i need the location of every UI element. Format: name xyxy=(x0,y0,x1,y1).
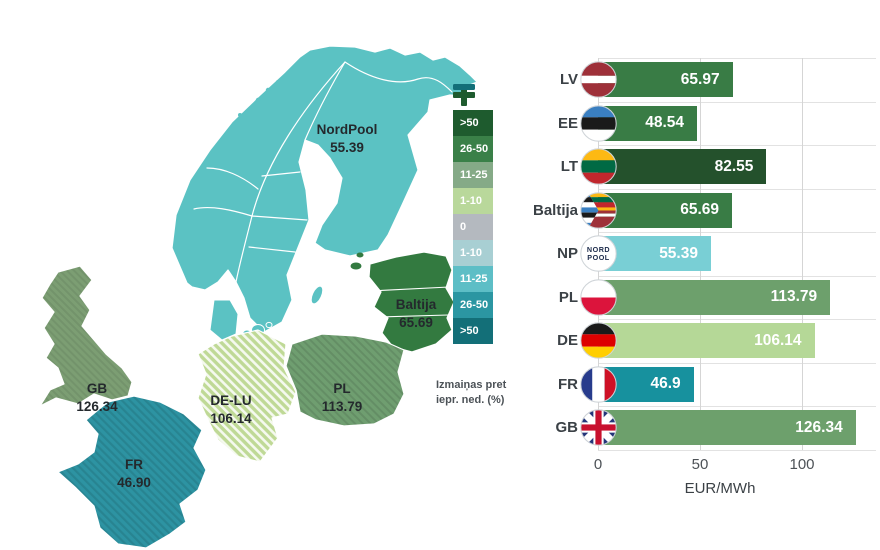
category-label-fr: FR xyxy=(558,375,578,393)
bar-de[interactable]: 106.14 xyxy=(598,323,815,359)
bar-np[interactable]: 55.39 xyxy=(598,236,711,272)
bar-baltija[interactable]: 65.69 xyxy=(598,192,732,228)
bar-value-label: 126.34 xyxy=(795,418,843,436)
map-region-fr[interactable] xyxy=(57,395,207,549)
europe-map xyxy=(39,45,478,549)
legend-caption: Izmaiņas pret iepr. ned. (%) xyxy=(436,379,507,406)
x-axis-label: EUR/MWh xyxy=(684,479,756,497)
bar-lv[interactable]: 65.97 xyxy=(598,62,733,98)
category-label-np: NP xyxy=(557,245,578,263)
bar-gb[interactable]: 126.34 xyxy=(598,410,856,446)
map-region-de-lu[interactable] xyxy=(197,329,297,463)
bar-value-label: 106.14 xyxy=(754,331,802,349)
category-label-lv: LV xyxy=(559,71,578,89)
map-legend: >50 26-50 11-25 1-10 0 1-10 11-25 26-50 >50 Izma… xyxy=(436,84,506,406)
map-panel: NordPool 55.39 Baltija 65.69 PL 113.79 DE-L… xyxy=(39,45,506,549)
minus-icon xyxy=(453,84,493,363)
map-region-gb[interactable] xyxy=(39,265,133,407)
legend-box: 1-10 xyxy=(453,188,493,214)
bar-value-label: 55.39 xyxy=(659,244,698,262)
legend-box: 11-25 xyxy=(453,266,493,292)
category-label-baltija: Baltija xyxy=(532,201,578,219)
category-label-pl: PL xyxy=(558,288,578,306)
gridline xyxy=(598,449,876,451)
baltic-internal-borders xyxy=(370,286,450,318)
bar-value-label: 82.55 xyxy=(714,157,754,175)
bar-lt[interactable]: 82.55 xyxy=(598,149,767,185)
bar-value-label: 65.97 xyxy=(680,70,720,88)
bar-value-label: 113.79 xyxy=(770,288,818,306)
map-region-nordpool[interactable] xyxy=(171,45,478,333)
bidding-zone-borders xyxy=(193,61,453,283)
category-label-gb: GB xyxy=(555,419,579,437)
legend-box: >50 xyxy=(453,110,493,136)
legend-box: 11-25 xyxy=(453,162,493,188)
category-label-de: DE xyxy=(557,332,578,350)
legend-box: 26-50 xyxy=(453,292,493,318)
bar-pl[interactable]: 113.79 xyxy=(598,279,831,315)
svg-text:NORD: NORD xyxy=(586,245,609,254)
gridline xyxy=(598,406,876,407)
gotland-island xyxy=(311,286,323,304)
map-region-pl[interactable] xyxy=(285,333,405,427)
svg-text:POOL: POOL xyxy=(587,253,610,262)
gridline xyxy=(598,275,876,277)
legend-box: >50 xyxy=(453,318,493,344)
gridline xyxy=(598,58,876,59)
gridline xyxy=(802,58,803,450)
x-axis-tick: 50 xyxy=(691,455,709,473)
bar-value-label: 48.54 xyxy=(645,114,685,132)
price-bar-chart: LV 65.97 EE 48.54 LT 82.55 Baltija 65.69 NP 55.39… xyxy=(520,0,880,550)
gridline xyxy=(598,101,876,103)
estonian-islands xyxy=(350,252,364,270)
gridline xyxy=(598,188,876,190)
bar-value-label: 46.9 xyxy=(650,375,681,393)
x-axis-tick: 100 xyxy=(789,455,815,473)
category-label-lt: LT xyxy=(560,158,578,176)
legend-box: 0 xyxy=(453,214,493,240)
norway-islands xyxy=(238,80,280,117)
x-axis-tick: 0 xyxy=(593,455,603,473)
legend-box: 1-10 xyxy=(453,240,493,266)
gridline xyxy=(598,145,876,146)
gridline xyxy=(598,319,876,320)
gridline xyxy=(598,232,876,233)
gridline xyxy=(598,362,876,364)
category-label-ee: EE xyxy=(557,114,578,132)
bar-value-label: 65.69 xyxy=(680,201,719,219)
legend-box: 26-50 xyxy=(453,136,493,162)
map-region-baltija[interactable] xyxy=(368,251,455,353)
legend-scale: >50 26-50 11-25 1-10 0 1-10 11-25 26-50 >50 xyxy=(453,110,493,344)
